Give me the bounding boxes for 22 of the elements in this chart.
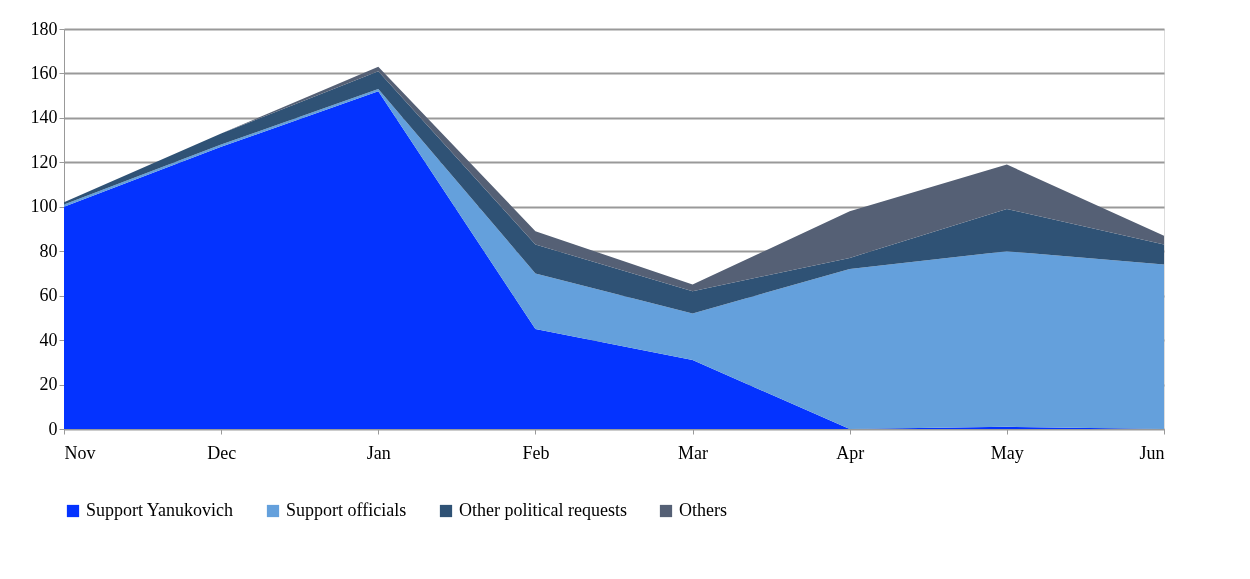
y-tick-label: 180: [30, 18, 58, 39]
y-tick-label: 20: [39, 374, 58, 395]
x-tick-label: Jan: [366, 442, 391, 463]
x-tick-label: Dec: [207, 442, 237, 463]
x-tick-label: May: [990, 442, 1024, 463]
x-tick-label: Nov: [64, 442, 96, 463]
x-tick-label: Apr: [836, 442, 865, 463]
y-tick-label: 0: [48, 418, 58, 439]
y-tick-label: 100: [30, 196, 58, 217]
y-tick-label: 40: [39, 329, 58, 350]
x-tick-label: Feb: [522, 442, 550, 463]
x-tick-label: Jun: [1139, 442, 1165, 463]
y-tick-label: 80: [39, 240, 58, 261]
y-tick-label: 120: [30, 151, 58, 172]
y-tick-label: 160: [30, 62, 58, 83]
y-tick-label: 140: [30, 107, 58, 128]
legend-label: Support officials: [286, 500, 407, 520]
legend-label: Others: [679, 500, 727, 520]
legend-label: Support Yanukovich: [86, 500, 234, 520]
x-tick-label: Mar: [678, 442, 709, 463]
legend-label: Other political requests: [459, 500, 627, 520]
y-tick-label: 60: [39, 285, 58, 306]
